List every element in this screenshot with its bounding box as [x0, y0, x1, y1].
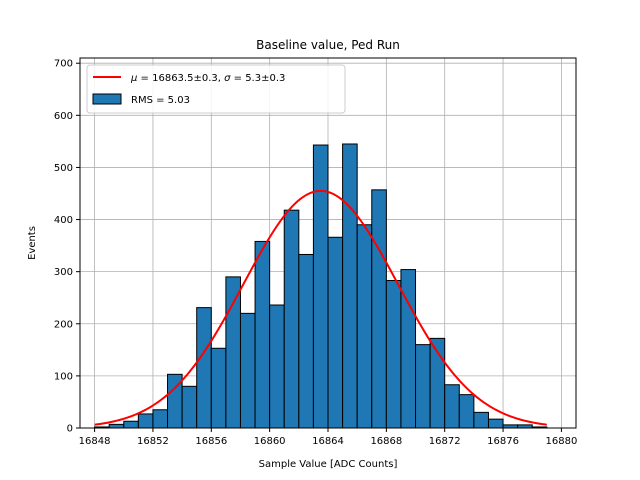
y-tick-label: 300 — [54, 267, 73, 278]
y-tick-label: 200 — [54, 319, 73, 330]
x-tick-label: 16860 — [254, 436, 286, 447]
histogram-bar — [342, 143, 358, 429]
histogram-bar — [298, 253, 314, 429]
y-axis-ticks: 0 100 200 300 400 500 600 700 — [54, 59, 80, 435]
histogram-bar — [123, 420, 139, 429]
histogram-bar — [181, 385, 198, 429]
x-axis-ticks: 16848 16852 16856 16860 16864 16868 16872 16876… — [79, 428, 578, 447]
legend-hist-label: RMS = 5.03 — [131, 95, 190, 106]
histogram-bar — [458, 394, 475, 429]
histogram-bar — [444, 384, 460, 429]
histogram-bar — [152, 409, 169, 429]
histogram-bars — [94, 143, 548, 429]
histogram-bar — [108, 423, 125, 429]
y-tick-label: 100 — [54, 371, 73, 382]
legend: μ = 16863.5±0.3, σ = 5.3±0.3 RMS = 5.03 — [86, 64, 346, 114]
histogram-bar — [415, 344, 431, 429]
legend-box — [86, 64, 346, 114]
histogram-bar — [356, 224, 373, 429]
chart-title: Baseline value, Ped Run — [256, 38, 400, 52]
x-tick-label: 16876 — [487, 436, 519, 447]
x-axis-title: Sample Value [ADC Counts] — [259, 459, 398, 470]
histogram-bar — [327, 236, 344, 429]
histogram-bar — [269, 304, 285, 429]
x-tick-label: 16852 — [137, 436, 169, 447]
y-tick-label: 500 — [54, 163, 73, 174]
histogram-bar — [225, 276, 241, 429]
x-tick-label: 16848 — [79, 436, 111, 447]
histogram-bar — [254, 240, 271, 429]
histogram-bar — [487, 418, 504, 429]
histogram-bar — [210, 347, 227, 429]
histogram-bar — [283, 209, 300, 429]
histogram-bar — [239, 312, 256, 429]
y-tick-label: 700 — [54, 59, 73, 70]
gaussian-fit-curve — [94, 189, 547, 426]
x-tick-label: 16856 — [195, 436, 227, 447]
legend-hist-swatch — [92, 93, 122, 105]
histogram-bar — [312, 144, 329, 429]
legend-fit-label: μ = 16863.5±0.3, σ = 5.3±0.3 — [130, 73, 285, 84]
y-axis-title: Events — [27, 226, 38, 260]
histogram-bar — [473, 411, 489, 429]
x-tick-label: 16864 — [312, 436, 344, 447]
x-tick-label: 16880 — [546, 436, 578, 447]
x-tick-label: 16872 — [429, 436, 461, 447]
histogram-bar — [385, 280, 402, 429]
y-tick-label: 600 — [54, 111, 73, 122]
histogram-bar — [196, 307, 212, 429]
histogram-bar — [137, 413, 154, 429]
x-tick-label: 16868 — [370, 436, 402, 447]
y-tick-label: 0 — [67, 424, 73, 435]
histogram-bar — [371, 189, 387, 429]
y-tick-label: 400 — [54, 215, 73, 226]
